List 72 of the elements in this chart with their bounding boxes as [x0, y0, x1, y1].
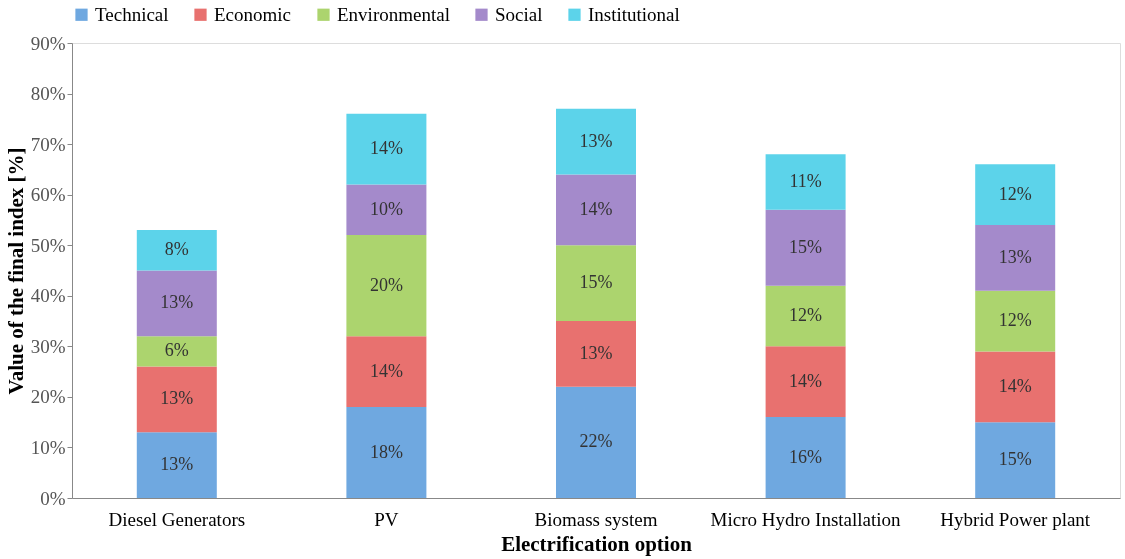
legend-label: Social: [495, 3, 543, 25]
data-label: 11%: [789, 171, 822, 192]
y-tick-label: 70%: [30, 133, 66, 155]
legend-label: Economic: [214, 3, 292, 25]
bar: [556, 321, 636, 387]
legend-label: Technical: [95, 3, 169, 25]
bar: [136, 366, 217, 433]
x-tick-label: Hybrid Power plant: [940, 508, 1091, 530]
y-tick-label: 50%: [30, 234, 66, 256]
bar: [556, 108, 636, 175]
data-label: 14%: [998, 375, 1032, 396]
data-label: 13%: [579, 342, 613, 363]
bar: [346, 407, 427, 498]
bar: [765, 209, 846, 286]
x-tick-label: Diesel Generators: [108, 508, 246, 530]
data-label: 14%: [369, 138, 403, 159]
x-tick-label: Micro Hydro Installation: [710, 508, 902, 530]
bar: [765, 346, 846, 418]
data-label: 10%: [369, 198, 403, 219]
y-tick-label: 60%: [30, 184, 66, 206]
y-tick-label: 30%: [30, 335, 66, 357]
bar: [975, 164, 1056, 225]
x-tick-label: Biomass system: [534, 508, 658, 530]
x-axis-title: Electrification option: [501, 531, 693, 556]
data-label: 12%: [998, 310, 1032, 331]
bar: [346, 184, 427, 236]
bar: [975, 290, 1056, 352]
data-label: 15%: [789, 236, 823, 257]
legend-label: Environmental: [337, 3, 450, 25]
data-label: 12%: [998, 183, 1032, 204]
y-tick-label: 40%: [30, 285, 66, 307]
data-label: 15%: [998, 449, 1032, 470]
data-label: 20%: [369, 274, 403, 295]
bar: [975, 351, 1056, 423]
y-tick-label: 90%: [30, 32, 66, 54]
y-tick-label: 20%: [30, 386, 66, 408]
data-label: 15%: [579, 272, 613, 293]
bar: [346, 336, 427, 407]
data-label: 13%: [160, 454, 194, 475]
data-label: 14%: [579, 198, 613, 219]
bar: [556, 386, 636, 498]
bar: [975, 225, 1056, 291]
bar: [136, 432, 217, 498]
bar: [765, 285, 846, 347]
data-label: 13%: [579, 130, 613, 151]
y-tick-label: 10%: [30, 436, 66, 458]
bar: [765, 417, 846, 498]
data-label: 12%: [789, 305, 823, 325]
legend-label: Institutional: [588, 3, 680, 25]
bar: [346, 113, 427, 185]
bar: [556, 245, 636, 322]
data-label: 8%: [164, 239, 189, 260]
bar: [765, 154, 846, 210]
bar: [136, 336, 217, 367]
x-tick-label: PV: [374, 508, 399, 530]
data-label: 16%: [789, 446, 823, 467]
bar: [346, 235, 427, 337]
data-label: 13%: [160, 388, 194, 409]
data-label: 6%: [164, 340, 189, 361]
bar: [136, 270, 217, 337]
data-label: 13%: [998, 246, 1032, 267]
bar: [556, 174, 636, 246]
bar: [136, 230, 217, 271]
y-tick-label: 80%: [30, 83, 66, 105]
y-tick-label: 0%: [40, 487, 66, 509]
bar: [975, 422, 1056, 498]
data-label: 14%: [369, 360, 403, 381]
data-label: 14%: [789, 370, 823, 391]
data-label: 13%: [160, 292, 194, 313]
data-label: 22%: [579, 431, 613, 452]
data-label: 18%: [369, 441, 403, 462]
y-axis-title: Value of the final index [%]: [3, 147, 28, 395]
